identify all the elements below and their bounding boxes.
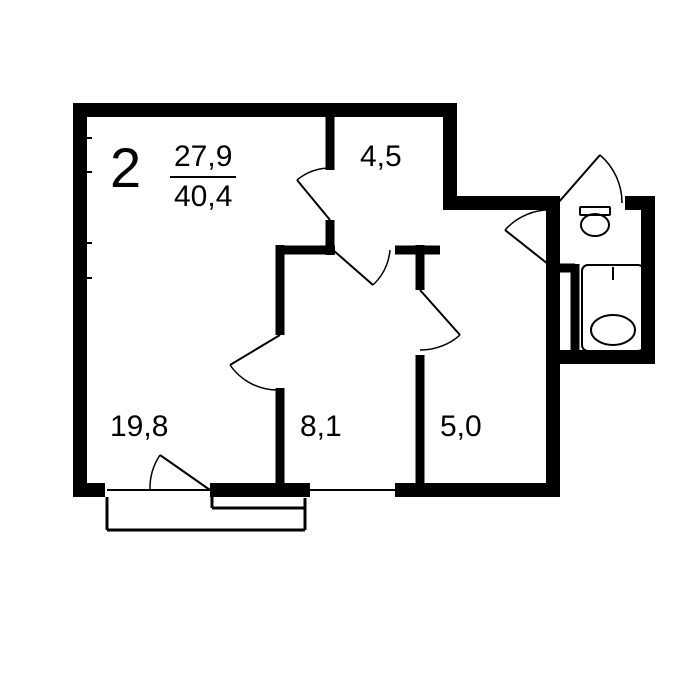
room-label-bedroom: 8,1 — [300, 410, 342, 444]
room-label-kitchen: 5,0 — [440, 410, 482, 444]
area-fraction: 27,9 40,4 — [170, 140, 236, 214]
living-area: 27,9 — [170, 140, 236, 178]
floor-plan: { "type": "floor-plan", "canvas": { "w":… — [0, 0, 700, 700]
room-count: 2 — [110, 135, 141, 200]
total-area: 40,4 — [170, 178, 236, 214]
room-label-hall: 4,5 — [360, 140, 402, 174]
floor-plan-svg — [0, 0, 700, 700]
room-label-living: 19,8 — [110, 410, 168, 444]
